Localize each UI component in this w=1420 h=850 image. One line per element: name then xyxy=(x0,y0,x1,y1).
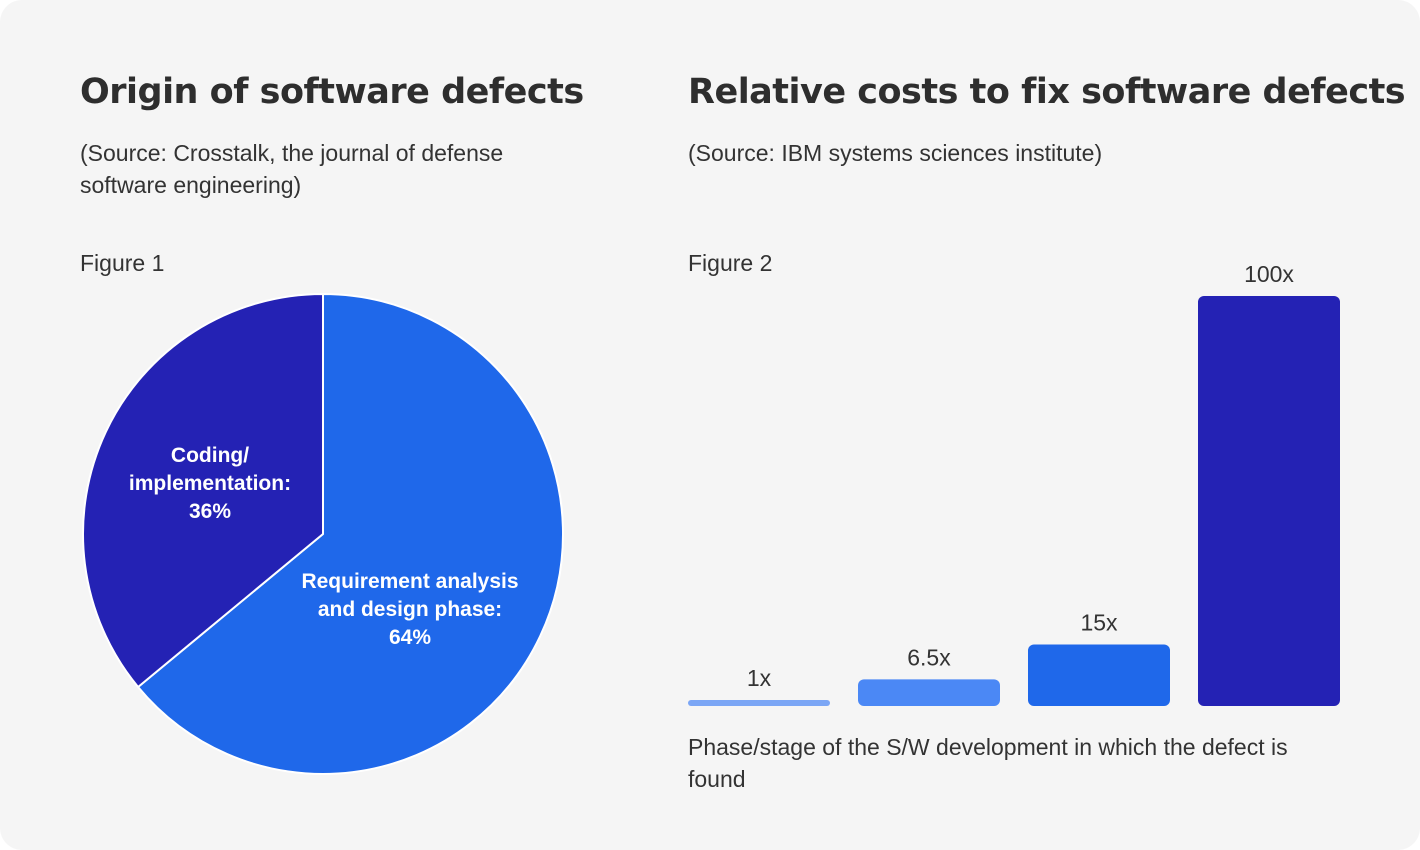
bar-6-5x xyxy=(858,679,1000,706)
bar-value-label: 6.5x xyxy=(907,644,951,670)
pie-chart: Requirement analysis and design phase: 64%… xyxy=(82,293,564,775)
bar-chart-x-axis-caption: Phase/stage of the S/W development in wh… xyxy=(688,734,1288,792)
pie-chart-source: (Source: Crosstalk, the journal of defen… xyxy=(80,140,504,198)
bar-chart: 1x 6.5x 15x 100x xyxy=(688,261,1340,706)
pie-slice-label-requirements: Requirement analysis and design phase: 64% xyxy=(301,570,518,649)
pie-chart-title: Origin of software defects xyxy=(80,72,584,112)
bar-15x xyxy=(1028,644,1170,706)
figure-2-label: Figure 2 xyxy=(688,250,773,276)
bar-100x xyxy=(1198,296,1340,706)
pie-slice-requirements xyxy=(137,293,564,775)
pie-slice-coding xyxy=(82,293,324,688)
figure-1-label: Figure 1 xyxy=(80,250,165,276)
bar-value-label: 100x xyxy=(1244,261,1294,287)
pie-slice-label-coding: Coding/implementation: 36% xyxy=(129,444,291,523)
bar-value-label: 1x xyxy=(747,665,772,691)
bar-chart-source: (Source: IBM systems sciences institute) xyxy=(688,140,1103,166)
bar-1x xyxy=(688,700,830,706)
bar-chart-title: Relative costs to fix software defects xyxy=(688,72,1406,112)
bar-value-label: 15x xyxy=(1080,610,1118,636)
